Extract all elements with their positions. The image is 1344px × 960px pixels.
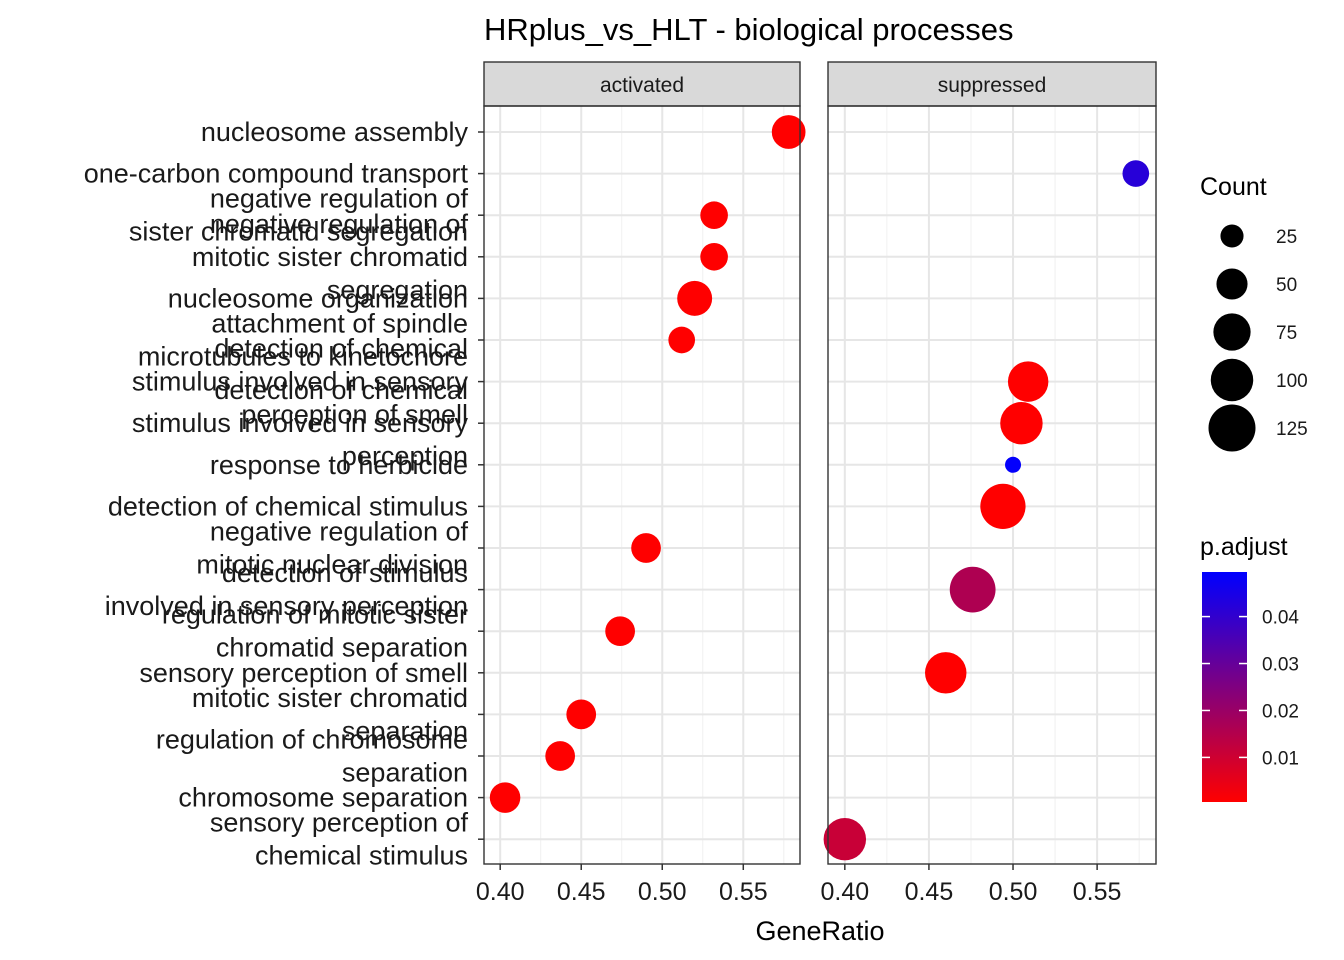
facet-strip-label: suppressed	[938, 74, 1047, 97]
x-tick-label: 0.50	[989, 878, 1038, 906]
data-point	[631, 533, 661, 563]
y-tick-label: regulation of mitotic sister	[162, 600, 468, 630]
data-point	[677, 280, 713, 316]
color-legend-label: 0.02	[1262, 701, 1299, 722]
x-tick-label: 0.45	[905, 878, 954, 906]
y-tick-label: stimulus involved in sensory	[132, 367, 469, 397]
y-tick-label: mitotic sister chromatid	[192, 242, 468, 272]
size-legend-label: 75	[1276, 323, 1297, 344]
data-point	[1000, 401, 1043, 445]
data-point	[925, 652, 967, 694]
color-legend-label: 0.01	[1262, 748, 1299, 769]
y-tick-label: mitotic sister chromatid	[192, 683, 468, 713]
data-point	[489, 782, 521, 813]
data-point	[700, 201, 728, 230]
size-legend-key	[1208, 404, 1256, 452]
color-legend-title: p.adjust	[1200, 533, 1288, 561]
y-tick-label: detection of stimulus	[222, 558, 468, 588]
size-legend-label: 100	[1276, 371, 1308, 392]
data-point	[566, 699, 597, 730]
y-tick-label: one-carbon compound transport	[84, 159, 469, 189]
x-tick-label: 0.50	[638, 878, 687, 906]
facet-strip-label: activated	[600, 74, 684, 97]
x-tick-label: 0.45	[557, 878, 606, 906]
y-tick-label: detection of chemical	[214, 334, 468, 364]
x-tick-label: 0.40	[476, 878, 525, 906]
facet-panel-activated: activated 0.40 0.45 0.50 0.55	[476, 61, 806, 906]
panel-border	[827, 105, 1157, 865]
y-tick-label: mitotic nuclear division	[196, 550, 468, 580]
color-legend-bar	[1202, 572, 1247, 802]
facet-strip	[827, 61, 1157, 107]
panel-background	[484, 106, 800, 864]
panel-background	[828, 106, 1156, 864]
color-legend-label: 0.04	[1262, 608, 1299, 629]
data-point	[771, 115, 806, 149]
data-point	[668, 326, 696, 354]
size-legend-label: 25	[1276, 227, 1297, 248]
y-tick-label: chromosome separation	[178, 783, 468, 813]
color-legend-label: 0.03	[1262, 655, 1299, 676]
data-point	[980, 483, 1026, 530]
y-tick-label: sensory perception of smell	[139, 658, 468, 688]
y-tick-label: segregation	[327, 275, 468, 305]
data-point	[823, 817, 867, 861]
data-point	[1007, 361, 1049, 402]
size-legend-label: 125	[1276, 419, 1308, 440]
x-axis-title: GeneRatio	[755, 916, 884, 946]
y-tick-label: response to herbicide	[210, 450, 468, 480]
y-tick-label: nucleosome assembly	[201, 117, 469, 147]
size-legend-key	[1213, 313, 1251, 351]
x-tick-label: 0.55	[719, 878, 768, 906]
chart-title: HRplus_vs_HLT - biological processes	[484, 12, 1014, 47]
y-tick-label: nucleosome organization	[168, 283, 468, 313]
y-tick-label: regulation of chromosome	[156, 725, 468, 755]
size-legend-label: 50	[1276, 275, 1297, 296]
y-tick-label: perception	[342, 441, 468, 471]
y-tick-label: separation	[342, 716, 468, 746]
data-point	[949, 566, 996, 613]
y-tick-label: negative regulation of	[210, 184, 469, 214]
x-tick-label: 0.55	[1073, 878, 1122, 906]
y-tick-label: detection of chemical	[214, 375, 468, 405]
x-tick-label: 0.40	[820, 878, 869, 906]
y-tick-label: stimulus involved in sensory	[132, 408, 469, 438]
data-point	[700, 242, 728, 271]
y-tick-label: chemical stimulus	[255, 841, 468, 871]
y-tick-label: perception of smell	[241, 400, 468, 430]
size-legend-key	[1210, 358, 1254, 402]
y-tick-label: involved in sensory perception	[105, 591, 468, 621]
y-tick-label: microtubules to kinetochore	[138, 342, 468, 372]
facet-panels: activated 0.40 0.45 0.50 0.55 suppressed 0.40 0…	[476, 61, 1157, 906]
y-tick-label: chromatid separation	[216, 633, 468, 663]
y-tick-label: detection of chemical stimulus	[108, 491, 468, 521]
y-tick-label: sensory perception of	[210, 808, 469, 838]
data-point	[1005, 456, 1022, 473]
panel-border	[483, 105, 801, 865]
y-tick-label: separation	[342, 758, 468, 788]
y-tick-label: negative regulation of	[210, 209, 469, 239]
facet-panel-suppressed: suppressed 0.40 0.45 0.50 0.55	[820, 61, 1157, 906]
y-tick-label: negative regulation of	[210, 517, 469, 547]
y-tick-label: sister chromatid segregation	[129, 217, 468, 247]
data-point	[1122, 160, 1150, 187]
y-tick-label: attachment of spindle	[211, 309, 468, 339]
size-legend-title: Count	[1200, 173, 1267, 201]
data-point	[605, 616, 635, 647]
size-legend-key	[1216, 268, 1248, 300]
legends: Count 25 50 75 100 125 p.adjust 0.01 0.02 0.03 0.0…	[1200, 173, 1308, 802]
size-legend-key	[1220, 224, 1244, 248]
y-axis-labels: nucleosome assembly one-carbon compound t…	[84, 117, 484, 871]
data-point	[545, 741, 576, 771]
